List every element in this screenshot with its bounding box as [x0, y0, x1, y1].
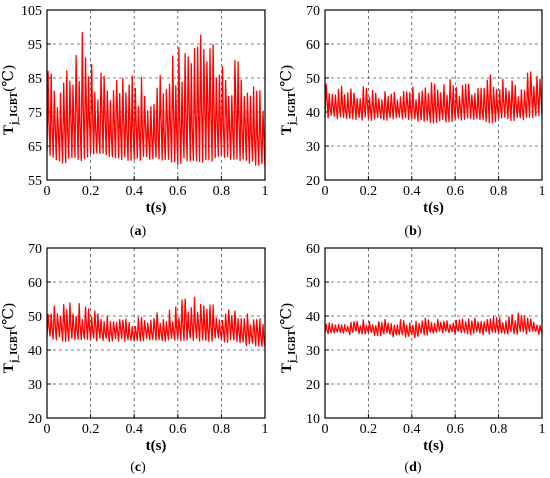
- caption-close: ): [142, 224, 147, 239]
- x-tick-label: 0.6: [169, 184, 187, 199]
- x-tick-label: 0.4: [125, 422, 143, 437]
- series-line-a: [46, 32, 266, 167]
- x-tick-label: 0: [44, 184, 51, 199]
- y-tick-label: 55: [28, 174, 42, 189]
- x-tick-label: 0.2: [360, 184, 378, 199]
- y-tick-label: 20: [28, 412, 42, 427]
- y-tick-label: 40: [306, 106, 320, 121]
- plot-frame: [46, 247, 266, 419]
- y-axis-label-unit: (℃): [279, 65, 295, 92]
- y-axis-label: Tj_IGBT(℃): [1, 303, 20, 373]
- panel-caption: (d): [404, 460, 421, 475]
- x-axis-label: t(s): [423, 438, 444, 454]
- x-tick-label: 0.2: [82, 184, 100, 199]
- y-tick-label: 60: [306, 242, 320, 257]
- x-tick-label: 1: [539, 184, 546, 199]
- plot-frame: [324, 9, 543, 181]
- y-axis-label-main: T: [279, 125, 295, 135]
- y-tick-label: 30: [28, 378, 42, 393]
- panel-caption: (c): [130, 460, 146, 475]
- caption-letter: b: [409, 224, 417, 239]
- y-tick-label: 60: [28, 276, 42, 291]
- caption-letter: c: [135, 460, 141, 475]
- x-tick-label: 0.8: [213, 422, 231, 437]
- caption-letter: d: [409, 460, 417, 475]
- panel-caption: (b): [404, 224, 421, 239]
- x-tick-label: 0.6: [446, 422, 464, 437]
- y-tick-label: 40: [306, 310, 320, 325]
- x-tick-label: 0.4: [403, 184, 421, 199]
- caption-close: ): [141, 460, 146, 475]
- caption-close: ): [417, 460, 422, 475]
- y-tick-label: 50: [28, 310, 42, 325]
- x-axis-label: t(s): [146, 200, 167, 216]
- caption-open: (: [404, 460, 409, 475]
- y-axis-label: Tj_IGBT(℃): [279, 65, 298, 135]
- y-axis-label-main: T: [1, 363, 17, 373]
- y-axis-label: Tj_IGBT(℃): [1, 65, 20, 135]
- y-tick-label: 105: [21, 4, 42, 19]
- series-line-d: [324, 312, 543, 339]
- x-tick-label: 0.6: [169, 422, 187, 437]
- x-tick-label: 0.4: [125, 184, 143, 199]
- y-tick-label: 50: [306, 72, 320, 87]
- caption-open: (: [404, 224, 409, 239]
- x-tick-label: 0.8: [213, 184, 231, 199]
- y-axis-label-main: T: [1, 125, 17, 135]
- x-axis-label: t(s): [146, 438, 167, 454]
- y-axis-label-sub: j_IGBT: [9, 91, 20, 126]
- x-tick-label: 0.4: [403, 422, 421, 437]
- chart-panel-c: 0 0.2 0.4 0.6 0.8 1 20 30 40 50 60 70 t(s) Tj_IGBT(℃)…: [1, 242, 269, 475]
- caption-open: (: [130, 460, 135, 475]
- y-tick-label: 75: [28, 106, 42, 121]
- y-tick-label: 40: [28, 344, 42, 359]
- x-axis-label: t(s): [423, 200, 444, 216]
- caption-open: (: [130, 224, 135, 239]
- x-tick-label: 0.6: [446, 184, 464, 199]
- chart-panel-d: 0 0.2 0.4 0.6 0.8 1 10 20 30 40 50 60 t(s) Tj_IGBT(℃)…: [279, 242, 546, 475]
- x-tick-label: 0.2: [360, 422, 378, 437]
- y-tick-label: 30: [306, 344, 320, 359]
- y-tick-label: 20: [306, 378, 320, 393]
- y-tick-label: 10: [306, 412, 320, 427]
- y-tick-label: 65: [28, 140, 42, 155]
- x-tick-label: 0.2: [82, 422, 100, 437]
- y-axis-label: Tj_IGBT(℃): [279, 303, 298, 373]
- y-tick-label: 20: [306, 174, 320, 189]
- x-tick-label: 1: [539, 422, 546, 437]
- y-tick-label: 70: [28, 242, 42, 257]
- y-tick-label: 50: [306, 276, 320, 291]
- x-tick-label: 1: [262, 184, 269, 199]
- y-axis-label-unit: (℃): [1, 65, 17, 92]
- chart-panel-b: 0 0.2 0.4 0.6 0.8 1 20 30 40 50 60 70 t(s) Tj_IGBT(℃)…: [279, 4, 546, 239]
- caption-close: ): [417, 224, 422, 239]
- chart-panel-a: 0 0.2 0.4 0.6 0.8 1 55 65 75 85 95 105 t(s) Tj_IGBT(℃…: [1, 4, 269, 239]
- y-tick-label: 95: [28, 38, 42, 53]
- y-tick-label: 60: [306, 38, 320, 53]
- y-axis-label-sub: j_IGBT: [9, 329, 20, 364]
- y-axis-label-unit: (℃): [1, 303, 17, 330]
- x-tick-label: 0: [44, 422, 51, 437]
- y-axis-label-sub: j_IGBT: [287, 91, 298, 126]
- y-axis-label-sub: j_IGBT: [287, 329, 298, 364]
- series-line-b: [324, 71, 543, 124]
- y-tick-label: 85: [28, 72, 42, 87]
- x-tick-label: 0.8: [490, 422, 508, 437]
- x-tick-label: 0: [322, 422, 329, 437]
- plot-frame: [46, 9, 266, 181]
- y-tick-label: 70: [306, 4, 320, 19]
- caption-letter: a: [135, 224, 142, 239]
- series-line-c: [46, 296, 266, 348]
- y-axis-label-main: T: [279, 363, 295, 373]
- y-axis-label-unit: (℃): [279, 303, 295, 330]
- panel-caption: (a): [130, 224, 147, 239]
- y-tick-label: 30: [306, 140, 320, 155]
- x-tick-label: 0: [322, 184, 329, 199]
- x-tick-label: 0.8: [490, 184, 508, 199]
- plot-frame: [324, 247, 543, 419]
- x-tick-label: 1: [262, 422, 269, 437]
